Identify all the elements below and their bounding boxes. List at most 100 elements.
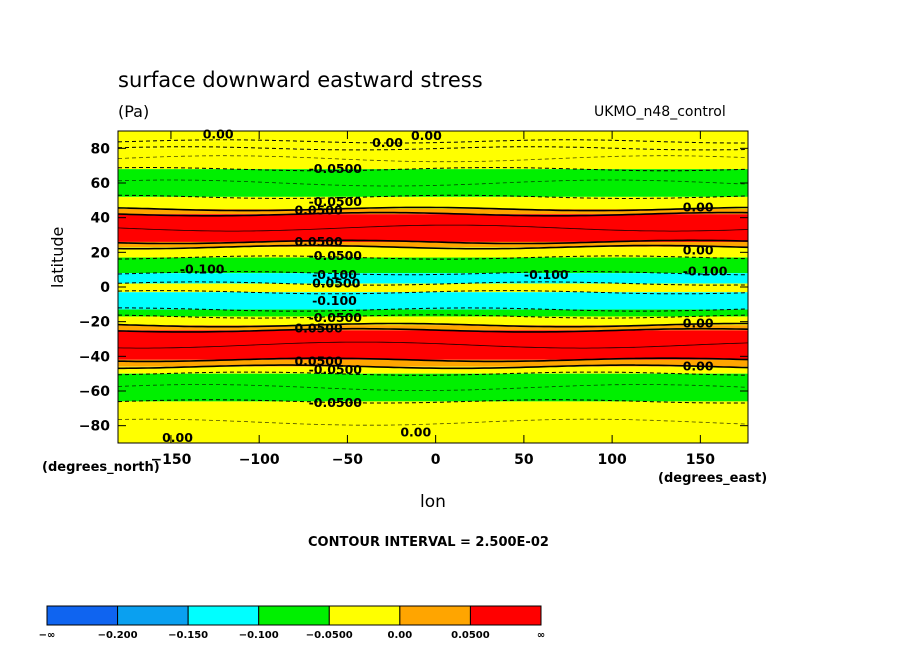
band-15	[118, 325, 748, 331]
contour-inner-6	[117, 224, 749, 232]
contour-inner-3	[117, 179, 749, 187]
x-tick-label: 100	[598, 452, 627, 468]
contour-line-1	[117, 139, 748, 144]
x-tick-label: 50	[514, 452, 534, 468]
y-tick-label: −20	[79, 315, 110, 331]
band-20	[118, 401, 748, 443]
y-axis-unit: (degrees_north)	[42, 460, 160, 475]
x-ticks: −150 −100 −50 0 50 100 150	[150, 131, 715, 468]
band-2	[118, 148, 748, 170]
contour-label-21: 0.00	[683, 359, 714, 374]
contour-label-8: -0.0500	[309, 248, 363, 263]
colorbar-label-5: 0.00	[388, 630, 413, 641]
contour-line-10	[117, 271, 748, 276]
colorbar-label-2: −0.150	[168, 630, 208, 641]
contour-fill-bands	[118, 131, 748, 443]
band-13	[118, 309, 748, 317]
band-12	[118, 292, 748, 310]
contour-line-18	[118, 364, 749, 370]
contour-label-24: 0.00	[162, 430, 193, 445]
x-tick-label: 0	[431, 452, 441, 468]
contour-label-23: 0.00	[400, 425, 431, 440]
contour-line-16	[117, 327, 749, 333]
contour-line-5	[117, 206, 748, 212]
band-19	[118, 373, 748, 402]
contour-line-20	[117, 399, 749, 404]
contour-line-15	[117, 322, 748, 328]
contour-label-3: -0.0500	[309, 161, 363, 176]
contour-line-19	[117, 371, 749, 376]
band-16	[118, 330, 748, 360]
contour-label-12: -0.100	[524, 267, 569, 282]
colorbar: −∞ −0.200 −0.150 −0.100 −0.0500 0.00 0.0500 ∞	[39, 605, 545, 641]
band-11	[118, 283, 748, 293]
contour-label-13: -0.100	[683, 263, 728, 278]
band-14	[118, 316, 748, 326]
chart-units: (Pa)	[118, 102, 150, 121]
colorbar-swatch-2	[187, 605, 260, 626]
contour-label-4: -0.0500	[309, 194, 363, 209]
contour-label-5: 0.0500	[294, 203, 343, 218]
contour-inner-16	[117, 341, 749, 349]
contour-line-13	[118, 307, 749, 312]
contour-label-2: 0.00	[411, 128, 442, 143]
colorbar-swatch-3	[258, 605, 330, 626]
contour-label-10: -0.100	[180, 262, 225, 277]
contour-inner-20	[117, 418, 749, 426]
contour-line-6	[117, 211, 749, 217]
y-tick-label: 0	[100, 280, 110, 296]
colorbar-label-3: −0.100	[239, 630, 279, 641]
x-axis-label: lon	[420, 492, 446, 512]
band-1	[118, 141, 748, 149]
contour-inner-2	[117, 155, 749, 163]
contour-label-0: 0.00	[203, 126, 234, 141]
contour-line-3	[117, 167, 749, 172]
colorbar-label-7: ∞	[537, 630, 545, 641]
x-tick-label: 150	[686, 452, 715, 468]
dataset-label: UKMO_n48_control	[594, 104, 726, 120]
contour-label-17: 0.0500	[294, 321, 343, 336]
contour-inner-19	[117, 384, 749, 391]
contour-label-16: -0.0500	[309, 310, 363, 325]
contour-label-11: -0.100	[312, 267, 357, 282]
contour-label-14: 0.0500	[312, 276, 361, 291]
band-8	[118, 247, 748, 258]
contour-line-8	[117, 244, 749, 250]
contour-label-15: -0.100	[312, 293, 357, 308]
contour-line-11	[117, 281, 749, 286]
y-tick-label: −80	[79, 419, 110, 435]
contour-line-17	[118, 357, 749, 363]
contour-line-7	[117, 239, 749, 245]
contour-label-1: 0.00	[372, 135, 403, 150]
band-7	[118, 241, 748, 248]
y-tick-label: 60	[91, 176, 111, 192]
y-tick-label: −60	[79, 384, 110, 400]
y-ticks: 80 60 40 20 0 −20 −40 −60 −80	[79, 141, 748, 435]
contour-label-6: 0.00	[683, 199, 714, 214]
x-tick-label: −50	[332, 452, 363, 468]
colorbar-swatch-0	[46, 605, 119, 626]
band-3	[118, 169, 748, 197]
contour-line-4	[118, 194, 749, 199]
contour-line-14	[117, 314, 749, 319]
contour-line-12	[117, 290, 749, 295]
band-5	[118, 209, 748, 215]
band-18	[118, 366, 748, 374]
contour-label-19: 0.0500	[294, 354, 343, 369]
contour-line-2	[117, 146, 749, 151]
contour-label-20: -0.0500	[309, 362, 363, 377]
colorbar-label-4: −0.0500	[306, 630, 353, 641]
y-tick-label: 80	[91, 141, 111, 157]
contour-label-22: -0.0500	[309, 395, 363, 410]
y-tick-label: 20	[91, 245, 111, 261]
colorbar-swatch-6	[469, 605, 542, 626]
colorbar-label-6: 0.0500	[451, 630, 490, 641]
chart-title: surface downward eastward stress	[118, 68, 483, 92]
band-0	[118, 131, 748, 142]
contour-label-9: 0.00	[683, 243, 714, 258]
band-9	[118, 257, 748, 274]
contour-lines	[117, 139, 749, 426]
y-tick-label: 40	[91, 211, 111, 227]
